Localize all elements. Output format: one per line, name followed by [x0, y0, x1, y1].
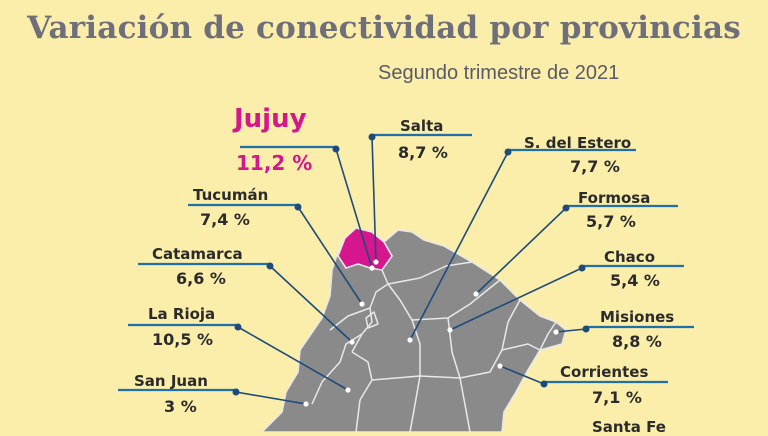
country-outline — [260, 227, 567, 432]
label-misiones-name: Misiones — [600, 308, 675, 326]
label-misiones-value: 8,8 % — [612, 332, 662, 351]
jujuy-province-highlight — [337, 227, 393, 271]
label-sanjuan-value: 3 % — [164, 397, 197, 416]
label-corrientes-name: Corrientes — [560, 363, 649, 381]
label-santafe-name: Santa Fe — [592, 418, 666, 436]
label-salta-name: Salta — [400, 117, 444, 135]
label-tucuman-value: 7,4 % — [200, 210, 250, 229]
label-larioja-value: 10,5 % — [152, 330, 214, 349]
label-chaco-name: Chaco — [604, 248, 656, 266]
label-catamarca-value: 6,6 % — [176, 269, 226, 288]
label-larioja-name: La Rioja — [148, 305, 216, 323]
label-underlines — [118, 133, 694, 392]
label-corrientes-value: 7,1 % — [592, 388, 642, 407]
province-borders — [311, 241, 557, 432]
label-formosa-value: 5,7 % — [586, 212, 636, 231]
label-tucuman-name: Tucumán — [193, 186, 269, 204]
label-formosa-name: Formosa — [578, 189, 651, 207]
label-chaco-value: 5,4 % — [610, 271, 660, 290]
leader-lines — [235, 136, 587, 405]
label-salta-value: 8,7 % — [398, 143, 448, 162]
page-subtitle: Segundo trimestre de 2021 — [378, 62, 620, 84]
leader-dots — [232, 133, 590, 407]
label-jujuy-name: Jujuy — [234, 104, 307, 134]
label-sdelestero-name: S. del Estero — [524, 134, 632, 152]
label-sdelestero-value: 7,7 % — [570, 157, 620, 176]
label-sanjuan-name: San Juan — [134, 372, 208, 390]
page-title: Variación de conectividad por provincias — [27, 10, 741, 46]
label-jujuy-value: 11,2 % — [236, 151, 313, 175]
label-catamarca-name: Catamarca — [152, 245, 243, 263]
